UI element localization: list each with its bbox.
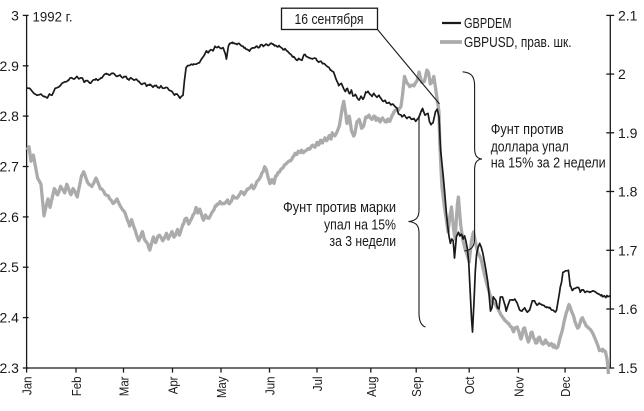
svg-text:Sep: Sep — [409, 377, 424, 397]
svg-text:Dec: Dec — [558, 376, 573, 397]
svg-text:Aug: Aug — [364, 377, 379, 397]
svg-text:доллара упал: доллара упал — [491, 140, 569, 156]
svg-text:16 сентября: 16 сентября — [295, 11, 364, 28]
svg-text:GBPUSD, прав. шк.: GBPUSD, прав. шк. — [464, 35, 572, 51]
svg-text:May: May — [214, 376, 229, 398]
svg-text:Mar: Mar — [117, 376, 132, 396]
svg-text:Oct: Oct — [462, 376, 477, 394]
svg-text:Jul: Jul — [310, 376, 325, 391]
svg-text:2: 2 — [618, 66, 626, 82]
svg-text:2.1: 2.1 — [618, 7, 638, 23]
svg-text:Фунт против марки: Фунт против марки — [283, 200, 396, 216]
svg-text:1.7: 1.7 — [618, 242, 638, 258]
svg-text:Фунт против: Фунт против — [491, 122, 564, 138]
svg-text:1992 г.: 1992 г. — [33, 8, 73, 24]
svg-text:1.5: 1.5 — [618, 360, 638, 376]
svg-text:упал на 15%: упал на 15% — [324, 218, 396, 234]
svg-text:2.8: 2.8 — [0, 108, 19, 124]
svg-text:1.6: 1.6 — [618, 301, 638, 317]
svg-text:Apr: Apr — [166, 376, 181, 394]
svg-text:Jun: Jun — [263, 377, 278, 396]
svg-text:2.3: 2.3 — [0, 360, 19, 376]
svg-text:2.6: 2.6 — [0, 209, 19, 225]
svg-text:2.7: 2.7 — [0, 159, 19, 175]
svg-text:на 15% за 2 недели: на 15% за 2 недели — [491, 155, 606, 171]
svg-text:Feb: Feb — [69, 377, 84, 397]
svg-text:за 3 недели: за 3 недели — [330, 234, 397, 250]
svg-text:1.9: 1.9 — [618, 125, 638, 141]
svg-text:2.9: 2.9 — [0, 58, 19, 74]
svg-text:2.5: 2.5 — [0, 259, 19, 275]
svg-text:GBPDEM: GBPDEM — [464, 16, 512, 32]
svg-text:1.8: 1.8 — [618, 184, 638, 200]
svg-text:Nov: Nov — [511, 376, 526, 397]
svg-text:2.4: 2.4 — [0, 310, 19, 326]
svg-text:Jan: Jan — [20, 377, 35, 396]
svg-text:3: 3 — [11, 7, 19, 23]
